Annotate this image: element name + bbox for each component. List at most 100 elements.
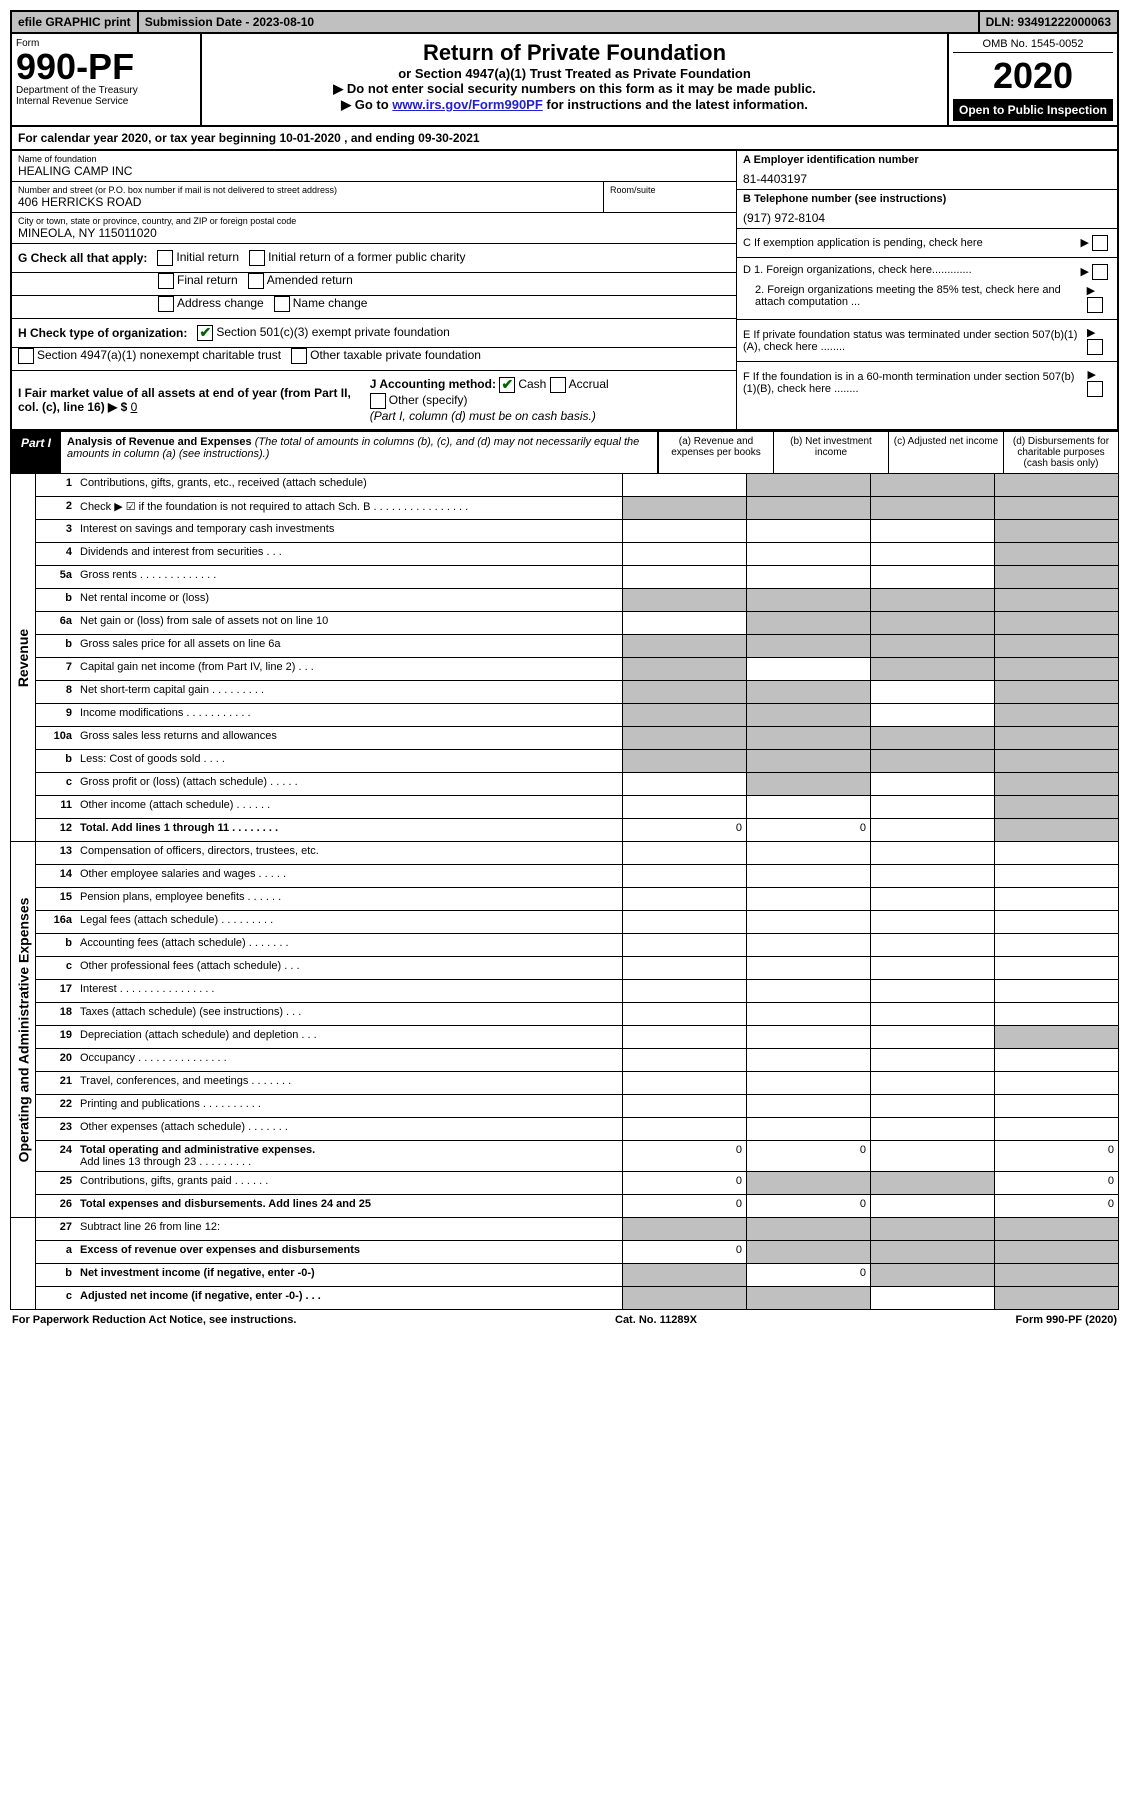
g-checks-3: Address change Name change <box>12 296 736 319</box>
col-c: (c) Adjusted net income <box>888 432 1003 473</box>
part1-header: Part I Analysis of Revenue and Expenses … <box>10 431 658 474</box>
line-23: 23Other expenses (attach schedule) . . .… <box>36 1118 1118 1141</box>
checkbox-f[interactable] <box>1087 381 1103 397</box>
line-25: 25Contributions, gifts, grants paid . . … <box>36 1172 1118 1195</box>
expenses-section: Operating and Administrative Expenses 13… <box>10 842 1119 1218</box>
ein-cell: A Employer identification number 81-4403… <box>737 151 1117 190</box>
checkbox-4947[interactable] <box>18 348 34 364</box>
h-checks: H Check type of organization: Section 50… <box>12 319 736 348</box>
line-2: 2Check ▶ ☑ if the foundation is not requ… <box>36 497 1118 520</box>
form-title: Return of Private Foundation <box>208 40 941 66</box>
line-27b: bNet investment income (if negative, ent… <box>36 1264 1118 1287</box>
line-18: 18Taxes (attach schedule) (see instructi… <box>36 1003 1118 1026</box>
city-cell: City or town, state or province, country… <box>12 212 736 244</box>
room-suite: Room/suite <box>603 182 736 212</box>
line-20: 20Occupancy . . . . . . . . . . . . . . … <box>36 1049 1118 1072</box>
line-27c: cAdjusted net income (if negative, enter… <box>36 1287 1118 1309</box>
checkbox-other-method[interactable] <box>370 393 386 409</box>
tel-cell: B Telephone number (see instructions) (9… <box>737 190 1117 229</box>
header-right: OMB No. 1545-0052 2020 Open to Public In… <box>949 34 1117 125</box>
line-6b: bGross sales price for all assets on lin… <box>36 635 1118 658</box>
line-5b: bNet rental income or (loss) <box>36 589 1118 612</box>
line-10a: 10aGross sales less returns and allowanc… <box>36 727 1118 750</box>
ein: 81-4403197 <box>743 166 1111 186</box>
line-24: 24Total operating and administrative exp… <box>36 1141 1118 1172</box>
line-6a: 6aNet gain or (loss) from sale of assets… <box>36 612 1118 635</box>
part-title: Analysis of Revenue and Expenses (The to… <box>61 432 657 473</box>
pra-notice: For Paperwork Reduction Act Notice, see … <box>12 1314 296 1326</box>
fmv-value: 0 <box>131 400 138 414</box>
c-check: C If exemption application is pending, c… <box>737 229 1117 258</box>
checkbox-name-change[interactable] <box>274 296 290 312</box>
line-9: 9Income modifications . . . . . . . . . … <box>36 704 1118 727</box>
checkbox-other-taxable[interactable] <box>291 348 307 364</box>
g-checks: G Check all that apply: Initial return I… <box>12 244 736 273</box>
open-public: Open to Public Inspection <box>953 99 1113 121</box>
checkbox-501c3[interactable] <box>197 325 213 341</box>
i-j-row: I Fair market value of all assets at end… <box>12 371 736 429</box>
calendar-year: For calendar year 2020, or tax year begi… <box>10 127 1119 151</box>
header-left: Form 990-PF Department of the Treasury I… <box>12 34 202 125</box>
checkbox-d2[interactable] <box>1087 297 1103 313</box>
checkbox-d1[interactable] <box>1092 264 1108 280</box>
col-b: (b) Net investment income <box>773 432 888 473</box>
address: 406 HERRICKS ROAD <box>18 195 597 209</box>
f-check: F If the foundation is in a 60-month ter… <box>737 362 1117 403</box>
revenue-section: Revenue 1Contributions, gifts, grants, e… <box>10 474 1119 842</box>
info-grid: Name of foundation HEALING CAMP INC Numb… <box>10 151 1119 431</box>
oae-label: Operating and Administrative Expenses <box>11 842 36 1217</box>
city: MINEOLA, NY 115011020 <box>18 226 730 240</box>
line-13: 13Compensation of officers, directors, t… <box>36 842 1118 865</box>
line-16a: 16aLegal fees (attach schedule) . . . . … <box>36 911 1118 934</box>
line-19: 19Depreciation (attach schedule) and dep… <box>36 1026 1118 1049</box>
efile-label: efile GRAPHIC print <box>12 12 139 32</box>
line-27: 27Subtract line 26 from line 12: <box>36 1218 1118 1241</box>
warn2: ▶ Go to www.irs.gov/Form990PF for instru… <box>208 97 941 113</box>
addr-cell: Number and street (or P.O. box number if… <box>12 182 603 212</box>
line-27a: aExcess of revenue over expenses and dis… <box>36 1241 1118 1264</box>
line-12: 12Total. Add lines 1 through 11 . . . . … <box>36 819 1118 841</box>
irs-link[interactable]: www.irs.gov/Form990PF <box>392 97 543 112</box>
submission-date: Submission Date - 2023-08-10 <box>139 12 980 32</box>
line-16c: cOther professional fees (attach schedul… <box>36 957 1118 980</box>
irs: Internal Revenue Service <box>16 96 196 107</box>
form-header: Form 990-PF Department of the Treasury I… <box>10 34 1119 127</box>
checkbox-initial-former[interactable] <box>249 250 265 266</box>
checkbox-initial-return[interactable] <box>157 250 173 266</box>
col-a: (a) Revenue and expenses per books <box>658 432 773 473</box>
column-headers: (a) Revenue and expenses per books (b) N… <box>658 431 1119 474</box>
checkbox-e[interactable] <box>1087 339 1103 355</box>
line-14: 14Other employee salaries and wages . . … <box>36 865 1118 888</box>
checkbox-c[interactable] <box>1092 235 1108 251</box>
e-check: E If private foundation status was termi… <box>737 320 1117 362</box>
header-center: Return of Private Foundation or Section … <box>202 34 949 125</box>
line-11: 11Other income (attach schedule) . . . .… <box>36 796 1118 819</box>
line27-section: 27Subtract line 26 from line 12: aExcess… <box>10 1218 1119 1310</box>
form-number: 990-PF <box>16 49 196 85</box>
line-10c: cGross profit or (loss) (attach schedule… <box>36 773 1118 796</box>
line-16b: bAccounting fees (attach schedule) . . .… <box>36 934 1118 957</box>
telephone: (917) 972-8104 <box>743 205 1111 225</box>
g-checks-2: Final return Amended return <box>12 273 736 296</box>
top-bar: efile GRAPHIC print Submission Date - 20… <box>10 10 1119 34</box>
line-21: 21Travel, conferences, and meetings . . … <box>36 1072 1118 1095</box>
tax-year: 2020 <box>953 55 1113 97</box>
checkbox-accrual[interactable] <box>550 377 566 393</box>
line-3: 3Interest on savings and temporary cash … <box>36 520 1118 543</box>
part-label: Part I <box>11 432 61 473</box>
warn1: ▶ Do not enter social security numbers o… <box>208 81 941 97</box>
form-ref: Form 990-PF (2020) <box>1016 1314 1117 1326</box>
line-10b: bLess: Cost of goods sold . . . . <box>36 750 1118 773</box>
checkbox-cash[interactable] <box>499 377 515 393</box>
form-subtitle: or Section 4947(a)(1) Trust Treated as P… <box>208 66 941 81</box>
line-7: 7Capital gain net income (from Part IV, … <box>36 658 1118 681</box>
line-8: 8Net short-term capital gain . . . . . .… <box>36 681 1118 704</box>
checkbox-addr-change[interactable] <box>158 296 174 312</box>
line-4: 4Dividends and interest from securities … <box>36 543 1118 566</box>
line-1: 1Contributions, gifts, grants, etc., rec… <box>36 474 1118 497</box>
checkbox-final-return[interactable] <box>158 273 174 289</box>
checkbox-amended[interactable] <box>248 273 264 289</box>
d-checks: D 1. Foreign organizations, check here..… <box>737 258 1117 320</box>
h-checks-2: Section 4947(a)(1) nonexempt charitable … <box>12 348 736 371</box>
line-22: 22Printing and publications . . . . . . … <box>36 1095 1118 1118</box>
